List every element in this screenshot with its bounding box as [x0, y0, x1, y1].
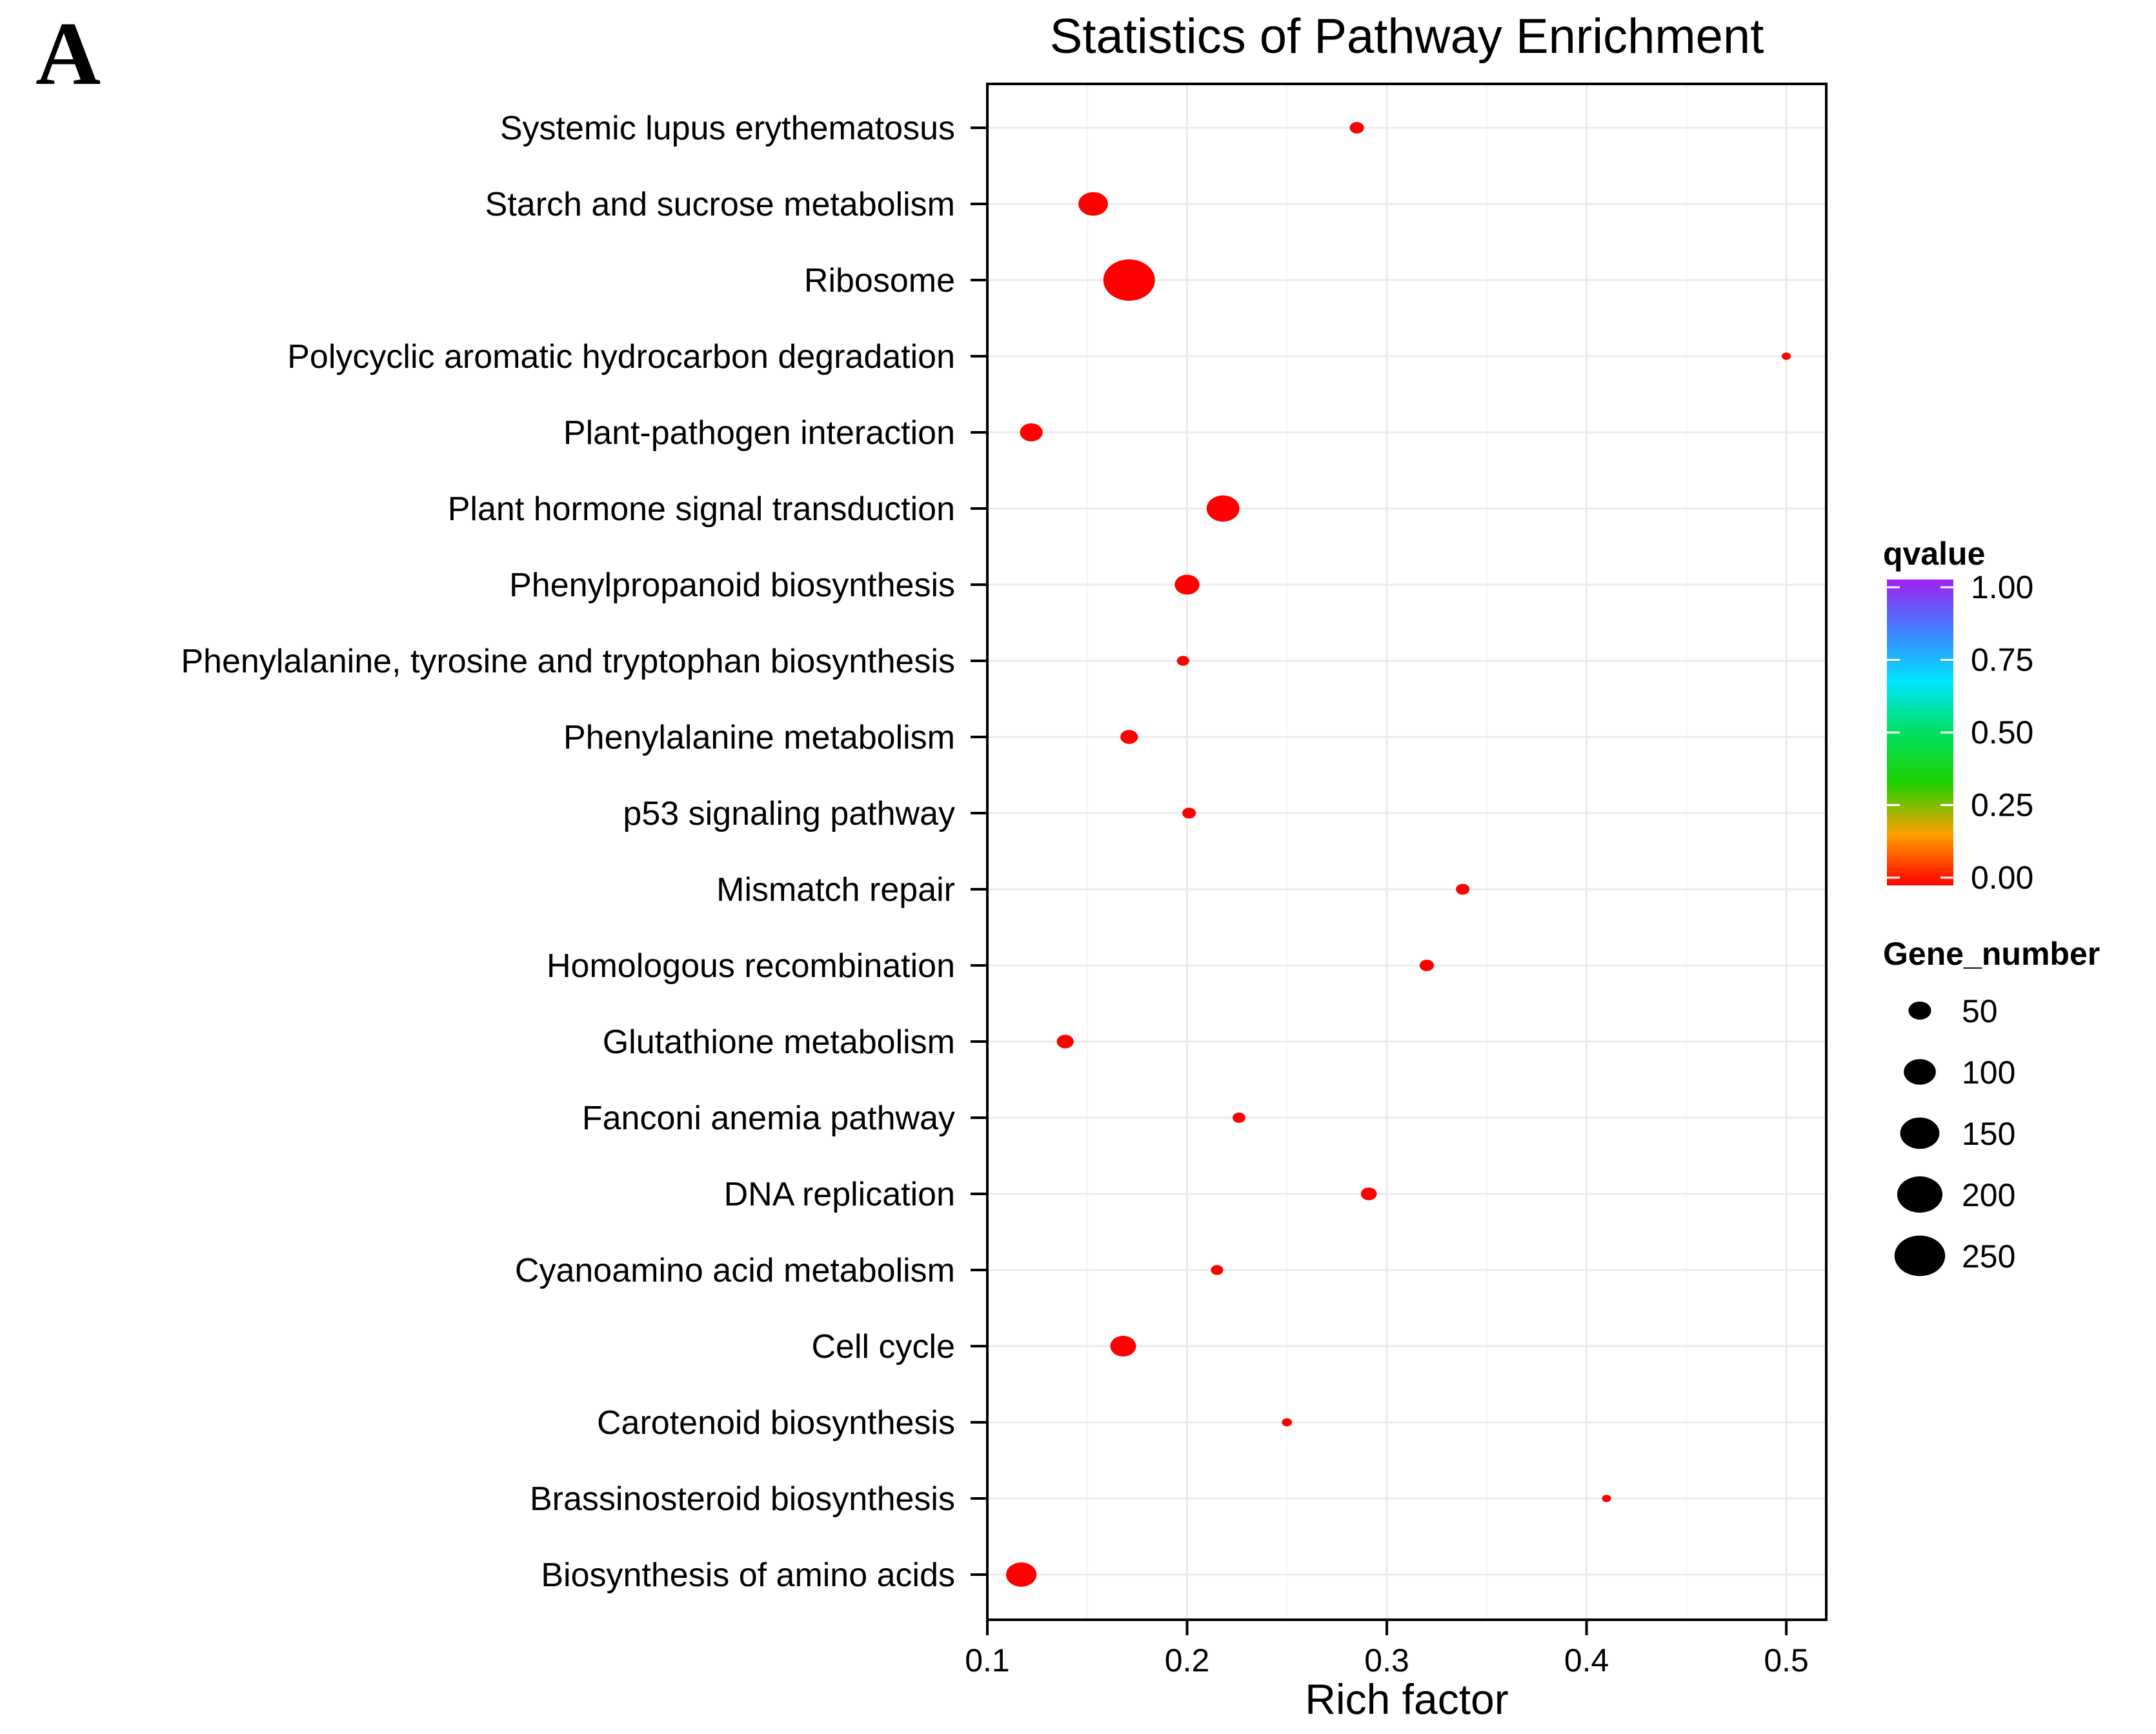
y-tick-label: Cyanoamino acid metabolism [515, 1252, 955, 1289]
y-tick-label: Biosynthesis of amino acids [541, 1557, 955, 1594]
y-tick-label: Fanconi anemia pathway [582, 1100, 955, 1137]
size-legend-label: 250 [1962, 1238, 2015, 1275]
point-brassinosteroid-biosynthesis [1602, 1495, 1611, 1502]
point-phenylalanine-tyrosine-and-tryptophan-biosynthesis [1176, 656, 1189, 666]
chart-title: Statistics of Pathway Enrichment [1050, 9, 1764, 64]
colorbar-ticks: 1.00 0.75 0.50 0.25 0.00 [1887, 569, 2033, 896]
panel-label: A [35, 4, 101, 104]
y-tick-label: Cell cycle [812, 1328, 956, 1366]
size-legend-label: 50 [1962, 993, 1998, 1029]
point-plant-pathogen-interaction [1020, 423, 1043, 442]
colorbar-tick-label: 0.25 [1971, 787, 2033, 823]
y-tick-label: Plant hormone signal transduction [448, 490, 955, 528]
y-tick-label: Starch and sucrose metabolism [485, 186, 955, 223]
plot-background [987, 84, 1826, 1620]
plot-border [986, 83, 1828, 1621]
y-tick-label: Phenylalanine metabolism [563, 719, 955, 756]
y-tick-label: Phenylpropanoid biosynthesis [509, 567, 955, 604]
point-fanconi-anemia-pathway [1233, 1113, 1245, 1123]
x-tick-label: 0.3 [1364, 1642, 1409, 1679]
y-axis: Systemic lupus erythematosus Starch and s… [181, 110, 987, 1594]
x-axis: 0.1 0.2 0.3 0.4 0.5 [965, 1620, 1809, 1679]
colorbar-tick-label: 0.00 [1971, 860, 2033, 896]
point-plant-hormone-signal-transduction [1206, 495, 1240, 522]
colorbar-tick-label: 0.50 [1971, 714, 2033, 751]
size-legend-label: 100 [1962, 1054, 2015, 1091]
point-dna-replication [1360, 1187, 1377, 1200]
point-p53-signaling-pathway [1182, 807, 1196, 819]
legend: qvalue 1.000.750.500.250.00 Gene_number … [1883, 536, 2100, 1276]
size-legend-key [1904, 1059, 1936, 1085]
y-tick-label: Glutathione metabolism [603, 1023, 955, 1061]
y-tick-label: Brassinosteroid biosynthesis [530, 1480, 955, 1518]
point-phenylalanine-metabolism [1120, 730, 1138, 744]
gene-number-legend-title: Gene_number [1883, 936, 2100, 972]
colorbar-tick-label: 0.75 [1971, 642, 2033, 678]
qvalue-legend-title: qvalue [1883, 536, 1985, 572]
x-axis-label: Rich factor [1305, 1675, 1508, 1723]
y-tick-label: Polycyclic aromatic hydrocarbon degradat… [287, 338, 955, 376]
data-points [1006, 122, 1791, 1587]
y-tick-label: Plant-pathogen interaction [563, 414, 955, 452]
point-ribosome [1103, 259, 1155, 301]
plot-area [986, 83, 1828, 1621]
size-legend-key [1908, 1001, 1931, 1020]
x-tick-label: 0.4 [1564, 1642, 1609, 1679]
x-tick-label: 0.5 [1764, 1642, 1809, 1679]
y-tick-label: Phenylalanine, tyrosine and tryptophan b… [181, 643, 955, 680]
size-legend-key [1900, 1117, 1940, 1149]
point-mismatch-repair [1456, 883, 1470, 895]
y-tick-label: Mismatch repair [716, 871, 955, 909]
size-legend-label: 200 [1962, 1177, 2015, 1213]
y-tick-label: Carotenoid biosynthesis [597, 1404, 955, 1442]
y-tick-label: Systemic lupus erythematosus [500, 110, 955, 147]
x-tick-label: 0.2 [1165, 1642, 1210, 1679]
y-tick-label: Homologous recombination [547, 947, 955, 985]
point-starch-and-sucrose-metabolism [1078, 192, 1108, 216]
point-carotenoid-biosynthesis [1282, 1418, 1293, 1427]
point-cyanoamino-acid-metabolism [1211, 1265, 1224, 1275]
point-glutathione-metabolism [1056, 1034, 1074, 1049]
point-polycyclic-aromatic-hydrocarbon-degradation [1782, 352, 1791, 360]
y-tick-label: DNA replication [724, 1176, 955, 1213]
point-homologous-recombination [1419, 960, 1435, 971]
size-legend-key [1897, 1176, 1943, 1213]
size-legend-key [1894, 1235, 1946, 1276]
point-biosynthesis-of-amino-acids [1006, 1562, 1037, 1587]
point-phenylpropanoid-biosynthesis [1174, 574, 1200, 595]
point-systemic-lupus-erythematosus [1349, 122, 1364, 134]
colorbar-tick-label: 1.00 [1971, 569, 2033, 605]
y-tick-label: p53 signaling pathway [623, 795, 955, 832]
x-tick-label: 0.1 [965, 1642, 1010, 1679]
size-legend-label: 150 [1962, 1116, 2015, 1152]
y-tick-label: Ribosome [804, 262, 955, 299]
grid-minor [1086, 84, 1688, 1620]
point-cell-cycle [1110, 1336, 1136, 1356]
size-legend: 50 100 150 200 250 [1894, 993, 2015, 1276]
